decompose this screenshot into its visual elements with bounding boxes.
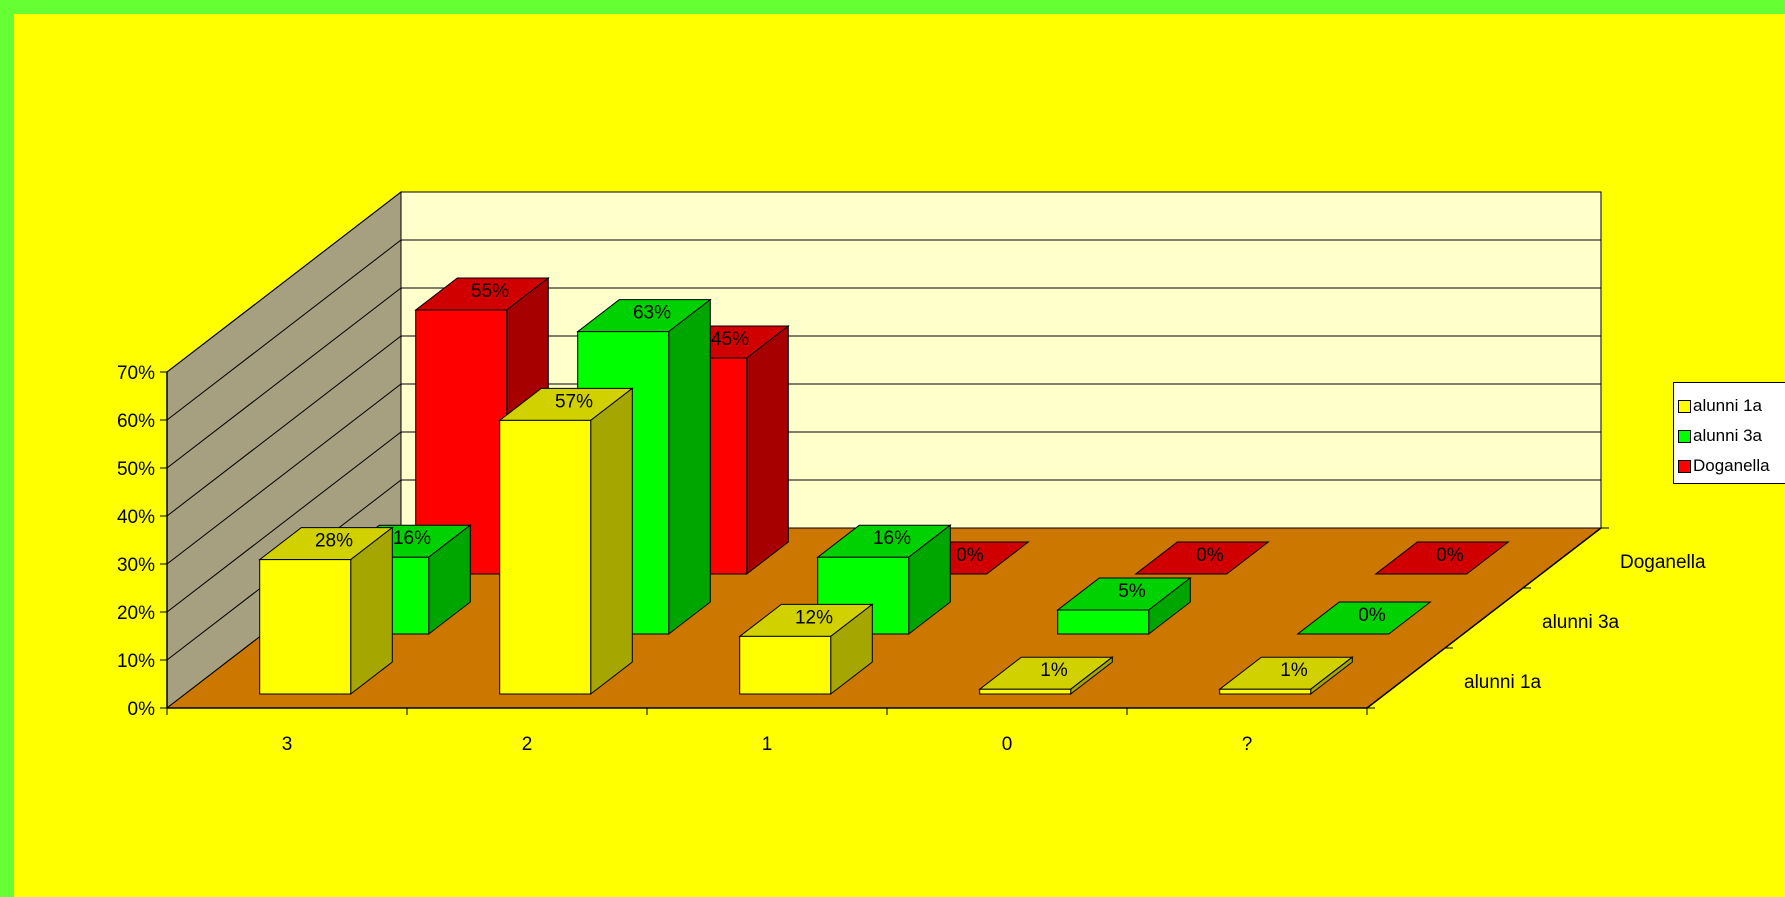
data-label: 1% <box>1280 660 1308 681</box>
gridline <box>166 383 1601 565</box>
legend-label-series-2: Doganella <box>1693 456 1770 475</box>
bar <box>1057 609 1150 635</box>
bar <box>259 559 352 695</box>
data-label: 0% <box>1358 605 1386 626</box>
data-label: 57% <box>555 391 593 412</box>
data-label: 28% <box>315 531 353 552</box>
data-label: 12% <box>795 607 833 628</box>
y-tick-label: 10% <box>117 651 155 672</box>
data-label: 55% <box>471 281 509 302</box>
bar-chart-3d: 0% 10% 20% 30% 40% 50% 60% 70% 3 2 1 0 ? alunni 1a alu… <box>117 190 1706 755</box>
depth-axis-label: alunni 3a <box>1542 612 1620 633</box>
legend-item-series-1: alunni 3a <box>1678 421 1785 451</box>
y-tick-label: 0% <box>128 699 156 720</box>
depth-axis-line <box>1366 527 1602 709</box>
bar-side <box>668 298 711 636</box>
data-label: 0% <box>1436 545 1464 566</box>
chart-area: 0% 10% 20% 30% 40% 50% 60% 70% 3 2 1 0? alunni 1a alu… <box>14 14 1785 897</box>
legend: alunni 1a alunni 3a Doganella <box>1673 382 1785 484</box>
depth-axis-label: Doganella <box>1620 552 1706 573</box>
bar-top <box>1134 541 1270 575</box>
legend-swatch-series-2 <box>1678 459 1691 473</box>
data-label: 0% <box>956 545 984 566</box>
gridline <box>166 191 1601 373</box>
y-tick-label: 60% <box>117 411 155 432</box>
y-tick-label: 20% <box>117 603 155 624</box>
data-label: 5% <box>1118 581 1146 602</box>
gridline <box>166 479 1601 661</box>
data-label: 1% <box>1040 660 1068 681</box>
y-tick-label: 70% <box>117 363 155 384</box>
depth-axis-label: alunni 1a <box>1464 672 1542 693</box>
bar-top <box>1374 541 1510 575</box>
legend-item-series-2: Doganella <box>1678 451 1785 481</box>
bar-side <box>746 324 789 576</box>
bar <box>739 635 832 695</box>
x-tick-label: ? <box>1242 734 1253 755</box>
gridline <box>166 335 1601 517</box>
y-tick-label: 30% <box>117 555 155 576</box>
bar <box>1219 688 1312 695</box>
legend-item-series-0: alunni 1a <box>1678 391 1785 421</box>
data-label: 45% <box>711 329 749 350</box>
bar <box>499 419 592 695</box>
x-tick-label: 1 <box>762 734 773 755</box>
legend-label-series-1: alunni 3a <box>1693 426 1763 445</box>
legend-swatch-series-1 <box>1678 429 1691 443</box>
x-tick-label: 2 <box>522 734 533 755</box>
legend-label-series-0: alunni 1a <box>1693 396 1763 415</box>
data-label: 16% <box>873 528 911 549</box>
data-label: 16% <box>393 528 431 549</box>
y-tick-label: 50% <box>117 459 155 480</box>
bar-top <box>1296 601 1432 635</box>
bar-side <box>590 387 633 696</box>
bar <box>979 688 1072 695</box>
bar <box>415 309 508 575</box>
data-label: 0% <box>1196 545 1224 566</box>
gridline <box>166 287 1601 469</box>
legend-swatch-series-0 <box>1678 399 1691 413</box>
x-tick-label: 3 <box>282 734 293 755</box>
gridline <box>166 239 1601 421</box>
y-tick-label: 40% <box>117 507 155 528</box>
gridline <box>166 431 1601 613</box>
data-label: 63% <box>633 303 671 324</box>
x-tick-label: 0 <box>1002 734 1013 755</box>
